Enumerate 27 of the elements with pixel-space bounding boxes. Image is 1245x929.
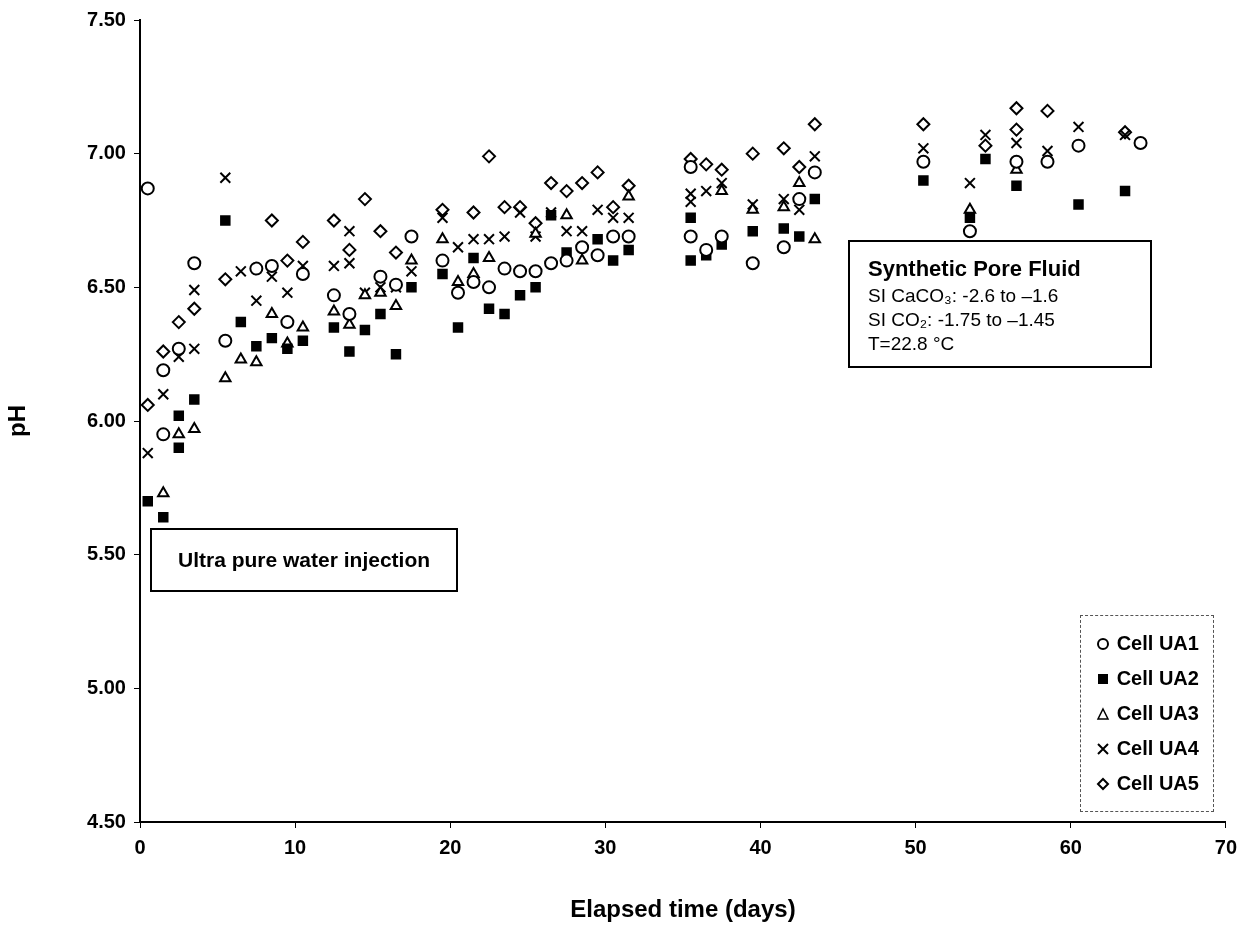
- note-box: Ultra pure water injection: [150, 528, 459, 592]
- legend-label: Cell UA4: [1116, 737, 1199, 760]
- y-tick-label: 5.50: [87, 542, 126, 565]
- y-tick-label: 4.50: [87, 809, 126, 832]
- legend-label: Cell UA3: [1116, 702, 1199, 725]
- x-tick-label: 10: [284, 835, 307, 858]
- legend-label: Cell UA1: [1116, 632, 1199, 655]
- annotation: Synthetic Pore Fluid: [868, 255, 1082, 283]
- y-tick-label: 7.50: [87, 7, 126, 30]
- x-axis-title: Elapsed time (days): [570, 895, 796, 923]
- x-tick-label: 70: [1214, 835, 1237, 858]
- annotation: SI CO₂: -1.75 to –1.45: [868, 308, 1056, 332]
- legend-label: Cell UA2: [1116, 667, 1199, 690]
- x-tick-label: 0: [134, 835, 146, 858]
- legend-label: Cell UA5: [1116, 772, 1199, 795]
- x-tick-label: 60: [1059, 835, 1082, 858]
- x-tick-label: 30: [594, 835, 617, 858]
- x-tick-label: 40: [749, 835, 772, 858]
- annotation: T=22.8 °C: [868, 332, 956, 356]
- x-tick-label: 20: [439, 835, 462, 858]
- y-axis-title: pH: [3, 405, 31, 437]
- y-tick-label: 6.50: [87, 274, 126, 297]
- y-tick-label: 7.00: [87, 141, 126, 164]
- annotation: SI CaCO₃: -2.6 to –1.6: [868, 284, 1060, 308]
- y-tick-label: 6.00: [87, 408, 126, 431]
- y-tick-label: 5.00: [87, 675, 126, 698]
- x-tick-label: 50: [904, 835, 927, 858]
